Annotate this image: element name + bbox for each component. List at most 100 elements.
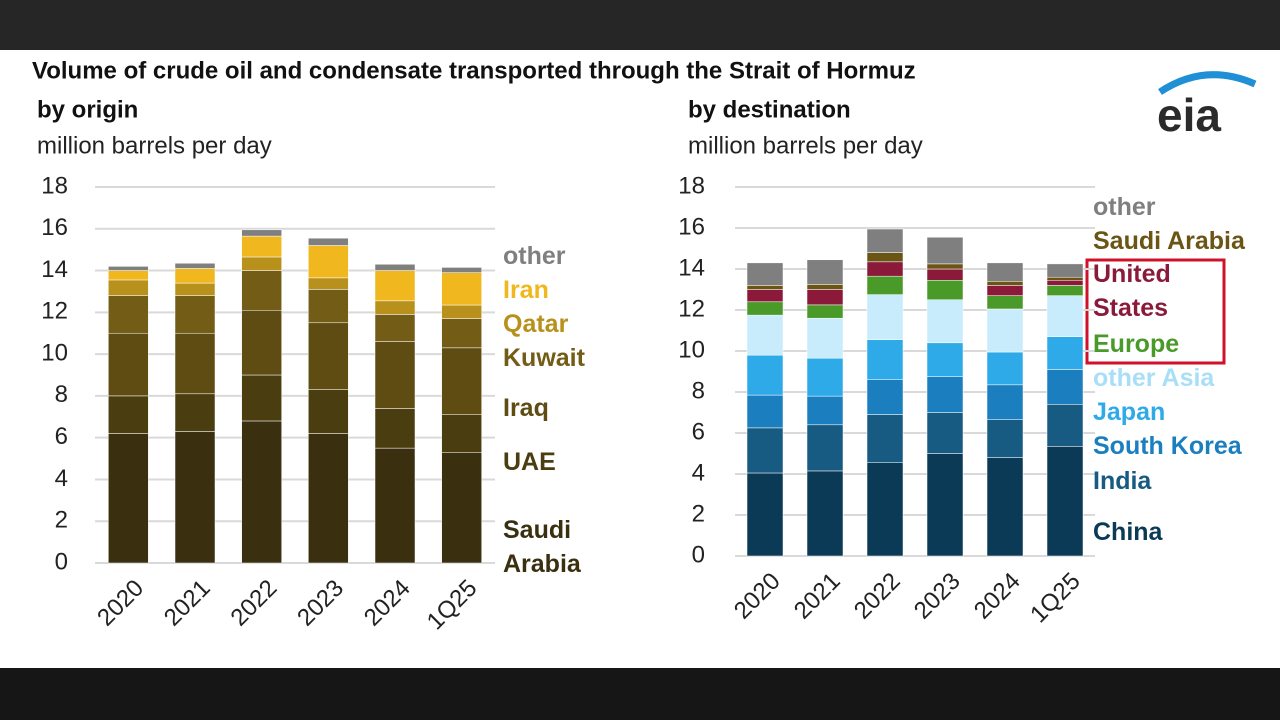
bar-segment — [308, 277, 349, 290]
bar-segment — [308, 245, 349, 279]
bar-segment — [308, 322, 349, 390]
y-tick-label: 6 — [55, 423, 68, 450]
y-tick-label: 8 — [692, 377, 705, 404]
legend-label: Europe — [1093, 330, 1180, 358]
bar-segment — [174, 393, 216, 432]
bar-segment — [308, 237, 349, 246]
bar-segment — [926, 236, 964, 265]
bar-segment — [374, 447, 416, 564]
highlight-box — [1085, 258, 1226, 365]
bar-segment — [241, 235, 282, 258]
bar-segment — [241, 374, 282, 422]
bar-segment — [1046, 369, 1084, 405]
bar-segment — [866, 414, 904, 463]
bar-segment — [374, 341, 416, 409]
bar-segment — [1046, 404, 1084, 447]
bar-segment — [746, 301, 784, 316]
bar-segment — [308, 289, 349, 324]
bar-segment — [866, 294, 904, 340]
bar-segment — [441, 414, 482, 453]
bar-segment — [746, 262, 784, 286]
legend-label: South Korea — [1093, 432, 1242, 460]
video-background — [0, 0, 1280, 50]
y-tick-label: 4 — [692, 459, 705, 486]
bar-segment — [108, 395, 149, 434]
y-tick-label: 16 — [678, 213, 705, 240]
bar-segment — [986, 351, 1024, 386]
logo-arc — [1158, 71, 1257, 95]
bar-segment — [241, 420, 282, 564]
bar-segment — [806, 395, 844, 426]
bar-segment — [108, 295, 149, 334]
bar-segment — [308, 433, 349, 564]
legend-label: Kuwait — [503, 344, 585, 372]
bar-segment — [308, 389, 349, 434]
y-tick-label: 4 — [55, 465, 68, 492]
bar-segment — [866, 228, 904, 253]
bar-segment — [174, 332, 216, 395]
y-tick-label: 0 — [692, 541, 705, 568]
y-tick-label: 16 — [41, 214, 68, 241]
y-tick-label: 12 — [678, 295, 705, 322]
bar-segment — [926, 453, 964, 557]
bar-segment — [866, 462, 904, 557]
bar-segment — [806, 289, 844, 306]
bar-segment — [108, 279, 149, 296]
bar-segment — [241, 229, 282, 237]
legend-label: United States — [1093, 260, 1171, 322]
y-tick-label: 14 — [41, 256, 68, 283]
bar-segment — [108, 270, 149, 281]
bar-segment — [926, 376, 964, 413]
bar-segment — [746, 472, 784, 557]
bar-segment — [986, 295, 1024, 310]
bar-segment — [806, 259, 844, 285]
y-tick-label: 12 — [41, 298, 68, 325]
y-tick-label: 14 — [678, 254, 705, 281]
legend-label: Saudi Arabia — [1093, 227, 1245, 255]
legend-label: Iraq — [503, 394, 549, 422]
bar-segment — [986, 419, 1024, 458]
bar-segment — [806, 470, 844, 557]
bar-segment — [986, 281, 1024, 286]
bar-segment — [441, 318, 482, 349]
bar-segment — [806, 357, 844, 397]
bar-segment — [374, 264, 416, 271]
bar-segment — [174, 268, 216, 284]
bar-segment — [108, 332, 149, 397]
chart-subtitle: by origin — [37, 96, 138, 123]
legend-label: Qatar — [503, 310, 569, 338]
legend-label: Japan — [1093, 398, 1166, 426]
y-tick-label: 10 — [41, 339, 68, 366]
bar-segment — [926, 412, 964, 454]
bar-segment — [746, 289, 784, 303]
bar-segment — [174, 431, 216, 564]
y-tick-label: 18 — [678, 172, 705, 199]
bar-segment — [926, 342, 964, 377]
bar-segment — [926, 268, 964, 281]
bar-segment — [174, 295, 216, 334]
bar-segment — [866, 379, 904, 415]
bar-segment — [1046, 276, 1084, 281]
y-axis-label: million barrels per day — [688, 132, 923, 159]
bar-segment — [108, 433, 149, 564]
bar-segment — [986, 384, 1024, 420]
bar-segment — [866, 252, 904, 263]
bar-segment — [174, 262, 216, 269]
legend-label: India — [1093, 467, 1152, 495]
bar-segment — [441, 304, 482, 319]
bar-segment — [374, 270, 416, 302]
bar-segment — [374, 314, 416, 342]
bar-segment — [374, 408, 416, 449]
bar-segment — [806, 424, 844, 472]
bar-segment — [746, 427, 784, 474]
bar-segment — [441, 272, 482, 306]
bar-segment — [926, 280, 964, 300]
chart-title: Volume of crude oil and condensate trans… — [32, 57, 916, 84]
y-tick-label: 2 — [55, 507, 68, 534]
chart-subtitle: by destination — [688, 96, 851, 123]
bar-segment — [866, 275, 904, 295]
bar-segment — [746, 285, 784, 290]
bar-segment — [986, 262, 1024, 282]
bar-segment — [1046, 285, 1084, 296]
